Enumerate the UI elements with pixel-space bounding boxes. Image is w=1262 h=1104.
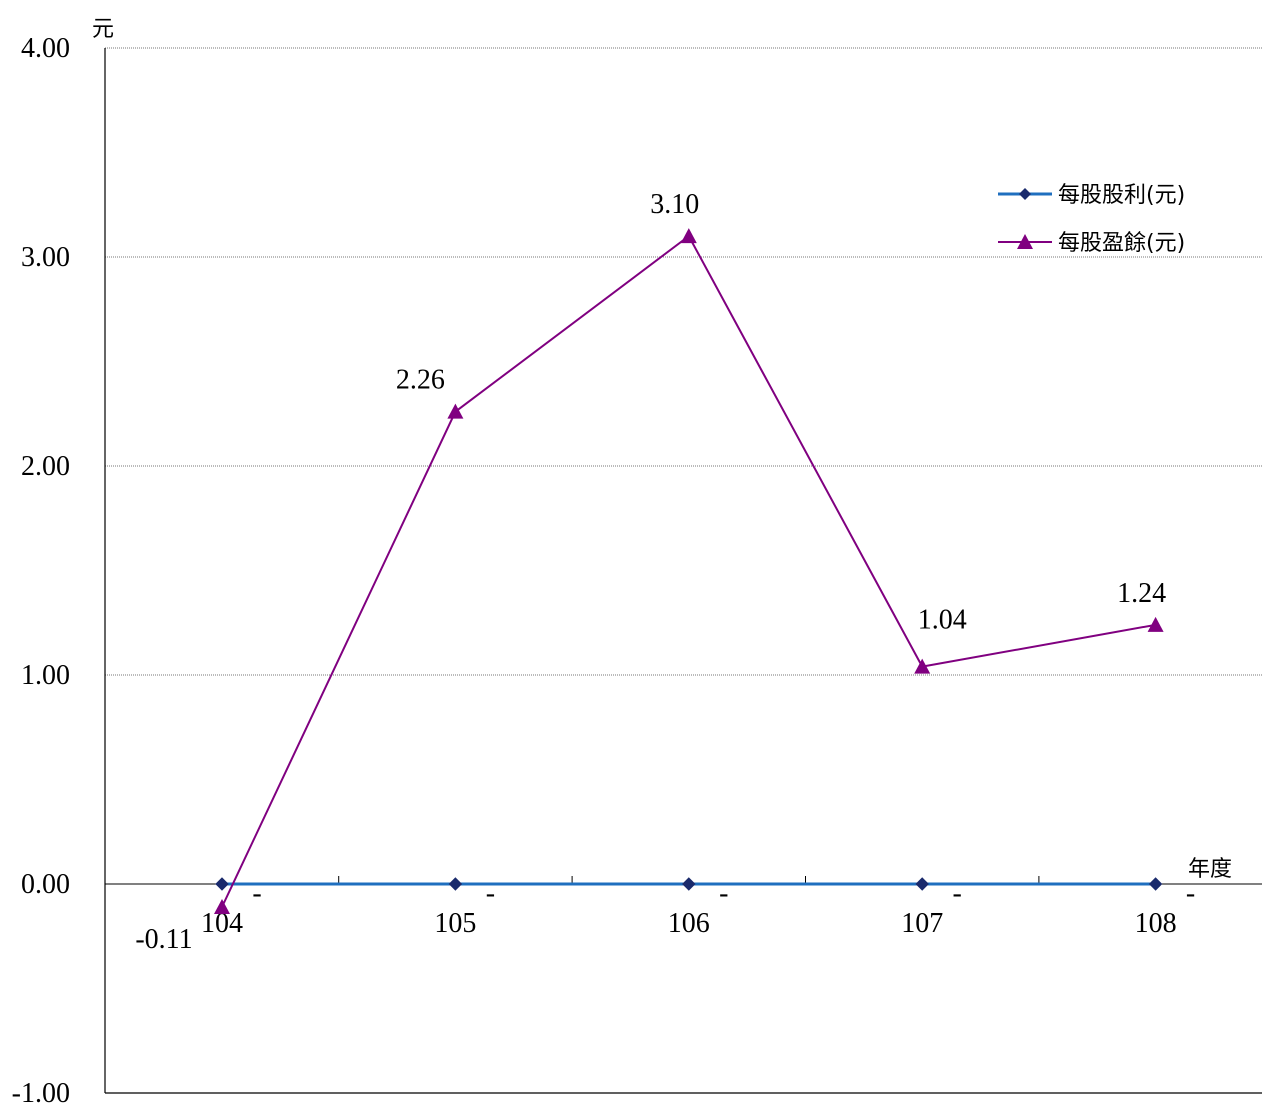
gridlines	[105, 47, 1262, 676]
data-label: -	[486, 878, 495, 909]
y-tick-label: 2.00	[21, 451, 70, 482]
diamond-marker	[915, 877, 929, 891]
data-label: -	[953, 878, 962, 909]
x-axis-unit-label: 年度	[1188, 857, 1232, 882]
y-tick-label: 0.00	[21, 869, 70, 900]
y-tick-label: 1.00	[21, 660, 70, 691]
diamond-marker	[682, 877, 696, 891]
legend-label: 每股股利(元)	[1058, 183, 1185, 208]
x-tick-label: 108	[1135, 908, 1177, 939]
y-tick-labels: 4.00 3.00 2.00 1.00 0.00 -1.00	[12, 33, 70, 1104]
triangle-marker	[447, 403, 464, 419]
diamond-marker	[215, 877, 229, 891]
series-lines	[214, 228, 1164, 914]
legend-triangle-marker	[1017, 234, 1033, 249]
y-tick-label: 3.00	[21, 242, 70, 273]
data-label: -	[1186, 878, 1195, 909]
x-tick-label: 107	[901, 908, 943, 939]
data-label: -	[719, 878, 728, 909]
data-label: 3.10	[650, 189, 699, 220]
triangle-marker	[214, 898, 230, 914]
series-line	[221, 234, 1156, 908]
data-label: 1.24	[1117, 578, 1166, 609]
x-tick-label: 105	[434, 908, 476, 939]
x-tick-labels: 104 105 106 107 108	[201, 908, 1177, 939]
diamond-marker	[1148, 877, 1163, 891]
legend-label: 每股盈餘(元)	[1058, 231, 1185, 256]
legend-diamond-marker	[1019, 188, 1031, 200]
data-label: 2.26	[396, 365, 445, 396]
y-tick-label: -1.00	[12, 1078, 70, 1104]
data-labels: - - - - - -0.11 2.26 3.10 1.04 1.24	[135, 189, 1195, 955]
data-label: -0.11	[135, 924, 192, 955]
diamond-marker	[448, 877, 463, 891]
triangle-marker	[914, 658, 931, 674]
legend: 每股股利(元) 每股盈餘(元)	[998, 183, 1185, 256]
data-label: -	[252, 878, 261, 909]
x-tick-label: 106	[668, 908, 710, 939]
y-tick-label: 4.00	[21, 33, 70, 64]
triangle-marker	[680, 228, 697, 244]
y-axis-unit-label: 元	[92, 17, 114, 42]
data-label: 1.04	[918, 605, 967, 636]
triangle-marker	[1147, 616, 1164, 632]
